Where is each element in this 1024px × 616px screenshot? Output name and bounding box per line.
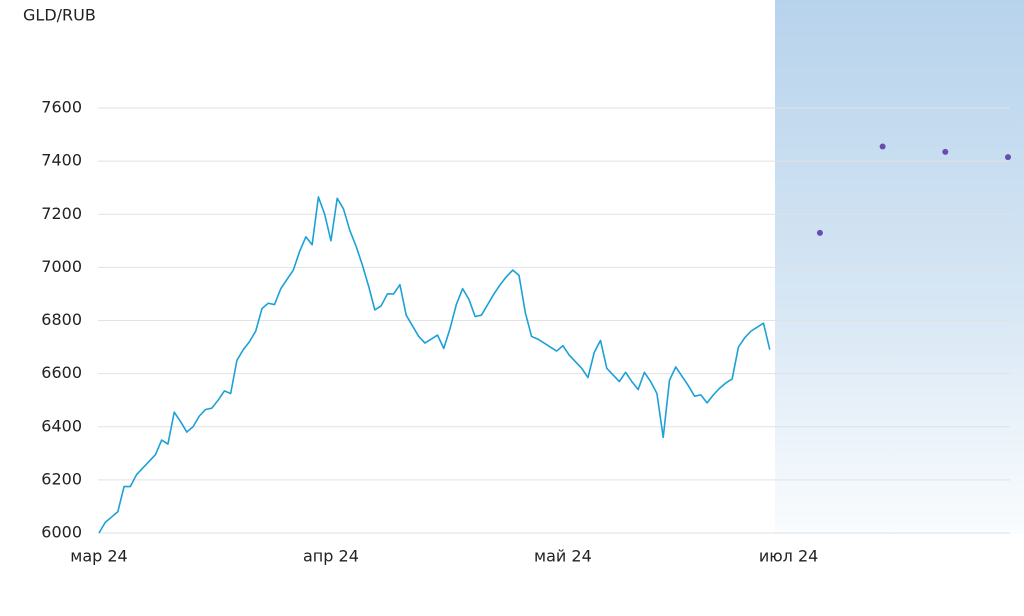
y-tick-label: 7400 (41, 151, 82, 170)
forecast-point (1005, 154, 1011, 161)
y-tick-label: 7600 (41, 98, 82, 117)
y-tick-label: 6800 (41, 310, 82, 329)
y-tick-label: 7200 (41, 204, 82, 223)
chart-title: GLD/RUB (23, 6, 96, 25)
y-tick-label: 7000 (41, 257, 82, 276)
y-tick-label: 6600 (41, 363, 82, 382)
y-tick-label: 6200 (41, 469, 82, 488)
x-tick-label: май 24 (534, 547, 592, 566)
forecast-point (942, 148, 949, 155)
x-tick-label: мар 24 (70, 547, 127, 566)
x-tick-label: апр 24 (303, 547, 359, 566)
y-tick-label: 6000 (41, 523, 82, 542)
x-tick-label: июл 24 (759, 547, 819, 566)
forecast-point (816, 229, 823, 236)
y-tick-label: 6400 (41, 416, 82, 435)
forecast-point (879, 143, 886, 150)
price-line (98, 196, 771, 534)
